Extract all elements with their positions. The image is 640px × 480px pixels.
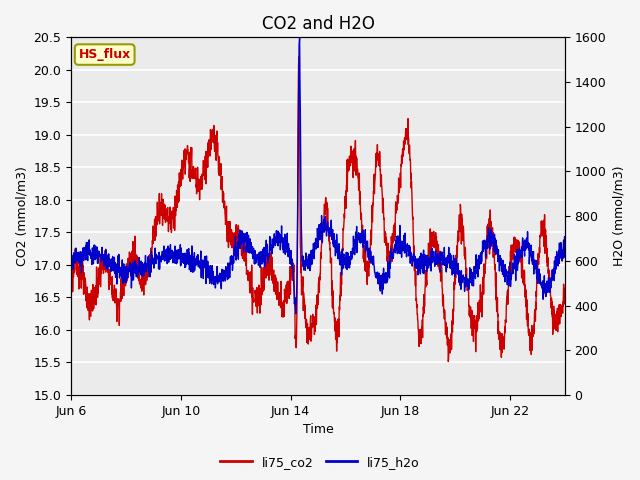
li75_co2 bbox=[93, 280, 100, 286]
li75_co2 bbox=[547, 293, 555, 299]
X-axis label: Time: Time bbox=[303, 423, 333, 436]
li75_h2o bbox=[93, 254, 100, 260]
Text: HS_flux: HS_flux bbox=[79, 48, 131, 61]
li75_h2o bbox=[296, 35, 303, 41]
li75_h2o bbox=[547, 280, 555, 286]
li75_h2o bbox=[547, 285, 555, 291]
li75_h2o bbox=[294, 118, 302, 124]
li75_h2o bbox=[292, 311, 300, 317]
Y-axis label: H2O (mmol/m3): H2O (mmol/m3) bbox=[612, 166, 625, 266]
li75_co2 bbox=[294, 113, 302, 119]
li75_h2o bbox=[308, 249, 316, 254]
Line: li75_h2o: li75_h2o bbox=[71, 38, 565, 314]
Y-axis label: CO2 (mmol/m3): CO2 (mmol/m3) bbox=[15, 166, 28, 266]
Line: li75_co2: li75_co2 bbox=[71, 57, 565, 361]
Legend: li75_co2, li75_h2o: li75_co2, li75_h2o bbox=[215, 451, 425, 474]
li75_co2 bbox=[67, 284, 75, 290]
li75_h2o bbox=[67, 268, 75, 274]
li75_co2 bbox=[308, 334, 316, 340]
Title: CO2 and H2O: CO2 and H2O bbox=[262, 15, 374, 33]
li75_co2 bbox=[295, 54, 303, 60]
li75_co2 bbox=[456, 202, 464, 207]
li75_co2 bbox=[561, 286, 569, 292]
li75_h2o bbox=[456, 273, 464, 278]
li75_h2o bbox=[561, 245, 569, 251]
li75_co2 bbox=[547, 296, 555, 302]
li75_co2 bbox=[444, 359, 452, 364]
